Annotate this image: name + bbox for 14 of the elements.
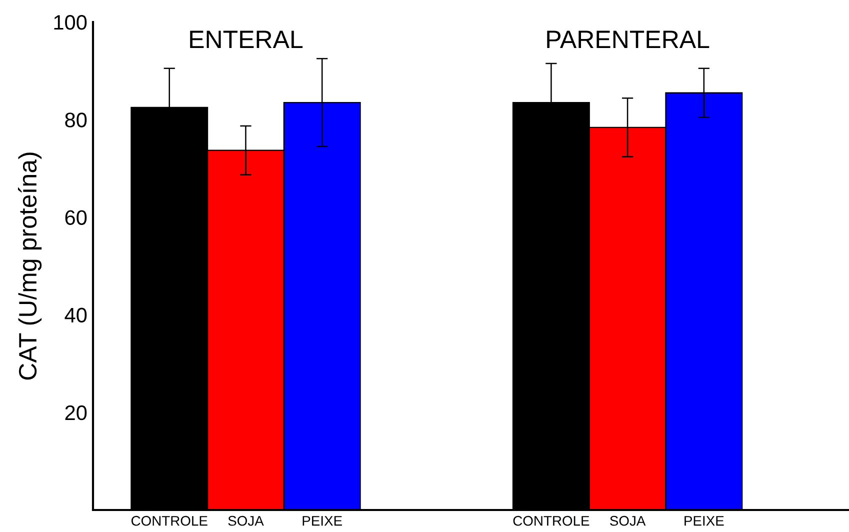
x-tick-label: SOJA	[228, 516, 264, 526]
annotation: ENTERAL	[190, 30, 303, 48]
y-tick-label: 60	[65, 210, 87, 225]
x-tick-label: PEIXE	[684, 516, 724, 526]
x-tick-label: CONTROLE	[131, 516, 208, 526]
x-tick-label: SOJA	[610, 516, 646, 526]
x-tick-label: PEIXE	[302, 516, 342, 526]
y-tick-label: 40	[64, 308, 87, 323]
y-tick-label: 100	[54, 15, 87, 30]
y-tick-label: 80	[65, 112, 87, 128]
x-tick-label: CONTROLE	[513, 516, 590, 526]
annotation: PARENTERAL	[547, 30, 710, 48]
y-tick-label: 20	[65, 405, 87, 420]
y-axis-title: CAT (U/mg proteína)	[18, 152, 42, 380]
